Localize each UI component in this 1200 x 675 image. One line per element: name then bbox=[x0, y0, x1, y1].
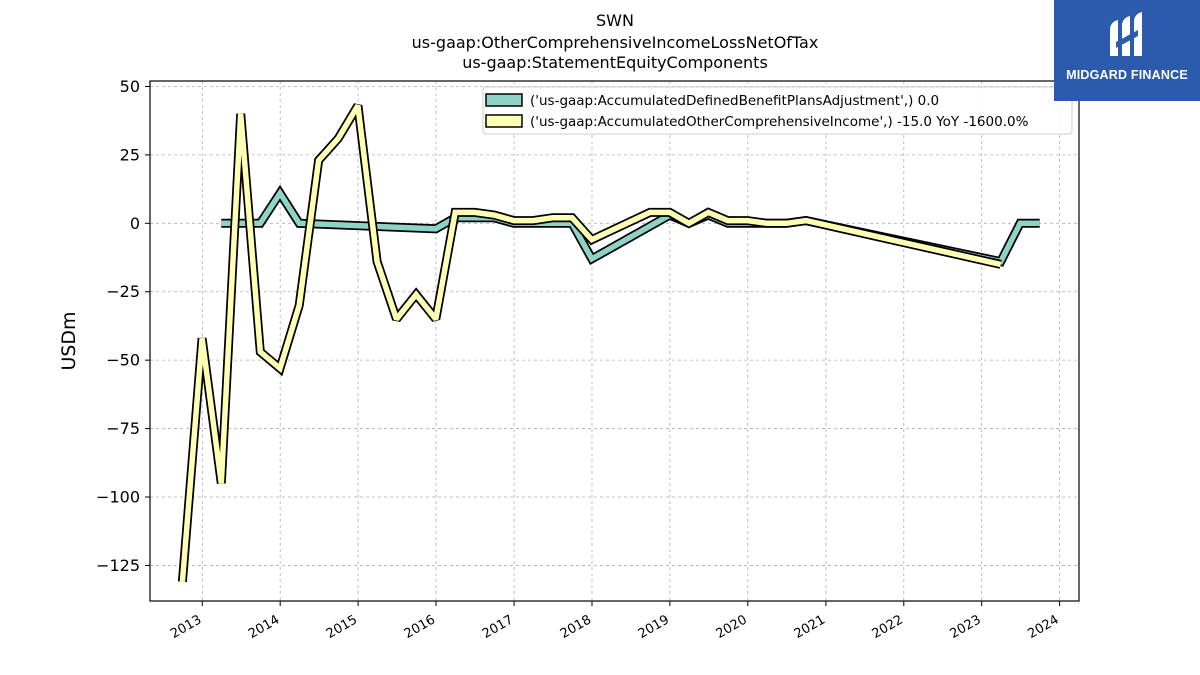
y-tick-label: −25 bbox=[106, 282, 140, 301]
series-layer bbox=[177, 103, 1040, 583]
series-1-line bbox=[221, 188, 1040, 265]
midgard-finance-logo: MIDGARD FINANCE bbox=[1054, 0, 1200, 101]
x-tick-label: 2024 bbox=[1025, 612, 1061, 642]
x-tick-label: 2013 bbox=[168, 612, 204, 642]
x-tick-label: 2022 bbox=[870, 612, 906, 642]
logo-brand-text: MIDGARD FINANCE bbox=[1066, 68, 1188, 82]
y-tick-label: 25 bbox=[120, 145, 140, 164]
x-tick-label: 2016 bbox=[402, 612, 438, 642]
x-tick-label: 2014 bbox=[246, 612, 282, 642]
y-tick-label: −75 bbox=[106, 419, 140, 438]
series-2-outline bbox=[177, 103, 1002, 583]
legend-entry-2: ('us-gaap:AccumulatedOtherComprehensiveI… bbox=[485, 114, 1029, 130]
y-tick-label: −100 bbox=[96, 488, 140, 507]
y-tick-label: −125 bbox=[96, 556, 140, 575]
x-axis: 2013 2014 2015 2016 2017 2018 2019 2020 2021 2022… bbox=[168, 601, 1062, 642]
y-tick-label: 0 bbox=[130, 214, 140, 233]
y-tick-label: −50 bbox=[106, 351, 140, 370]
series-2-line bbox=[179, 104, 1002, 583]
x-tick-label: 2019 bbox=[636, 612, 672, 642]
y-axis: 50 25 0 −25 −50 −75 −100 −125 bbox=[96, 77, 150, 575]
legend: ('us-gaap:AccumulatedDefinedBenefitPlans… bbox=[482, 86, 1073, 135]
x-tick-label: 2017 bbox=[480, 612, 516, 642]
legend-swatch-2 bbox=[485, 114, 523, 128]
plot-frame bbox=[149, 80, 1080, 602]
legend-box bbox=[482, 86, 1073, 135]
y-tick-label: 50 bbox=[120, 77, 140, 96]
x-tick-label: 2023 bbox=[948, 612, 984, 642]
x-tick-label: 2018 bbox=[558, 612, 594, 642]
title-line-3: us-gaap:StatementEquityComponents bbox=[462, 53, 768, 72]
legend-label-2: ('us-gaap:AccumulatedOtherComprehensiveI… bbox=[530, 114, 1029, 130]
x-tick-label: 2015 bbox=[324, 612, 360, 642]
x-tick-label: 2020 bbox=[714, 612, 750, 642]
y-axis-label: USDm bbox=[58, 311, 80, 370]
title-line-2: us-gaap:OtherComprehensiveIncomeLossNetO… bbox=[412, 33, 819, 52]
grid bbox=[150, 81, 1079, 601]
midgard-logo-icon bbox=[1110, 12, 1142, 56]
legend-label-1: ('us-gaap:AccumulatedDefinedBenefitPlans… bbox=[530, 93, 939, 109]
legend-entry-1: ('us-gaap:AccumulatedDefinedBenefitPlans… bbox=[485, 93, 939, 109]
chart-title: SWN us-gaap:OtherComprehensiveIncomeLoss… bbox=[412, 11, 819, 72]
legend-swatch-1 bbox=[485, 93, 523, 107]
title-line-1: SWN bbox=[596, 11, 634, 30]
x-tick-label: 2021 bbox=[792, 612, 828, 642]
